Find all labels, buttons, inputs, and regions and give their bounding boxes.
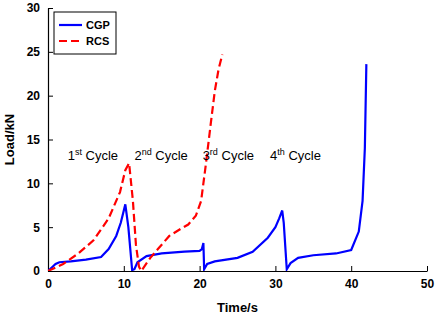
x-tick-mark xyxy=(275,266,276,271)
annotations: 1st Cycle 2nd Cycle 3rd Cycle 4th Cycle xyxy=(68,147,321,163)
legend-box xyxy=(54,12,116,54)
x-tick-mark xyxy=(124,266,125,271)
y-axis-title: Load/kN xyxy=(2,114,17,165)
series-line xyxy=(48,54,222,271)
x-tick-label: 0 xyxy=(45,277,52,291)
y-tick-mark xyxy=(48,140,53,141)
y-tick-label: 10 xyxy=(27,177,41,191)
y-tick-mark xyxy=(48,271,53,272)
legend: CGP RCS xyxy=(54,12,116,54)
x-tick-label: 50 xyxy=(421,277,435,291)
x-tick-label: 20 xyxy=(193,277,207,291)
legend-swatch xyxy=(59,40,82,42)
y-tick-label: 30 xyxy=(27,1,41,15)
x-tick: 30 xyxy=(269,266,283,291)
annotation: 3rd Cycle xyxy=(203,147,254,163)
y-tick-mark xyxy=(48,8,53,9)
x-tick-label: 10 xyxy=(118,277,132,291)
y-tick-label: 0 xyxy=(33,264,40,278)
annotation: 1st Cycle xyxy=(68,147,118,163)
x-axis-title: Time/s xyxy=(217,300,258,315)
x-tick: 40 xyxy=(345,266,359,291)
plot-area: 0 10 20 30 40 50 0 5 10 15 20 25 30 1st Cycle 2nd Cycl… xyxy=(27,1,435,290)
x-tick-label: 30 xyxy=(269,277,283,291)
y-tick: 25 xyxy=(27,45,53,59)
y-tick: 15 xyxy=(27,133,53,147)
x-tick: 10 xyxy=(118,266,132,291)
y-tick: 10 xyxy=(27,177,53,191)
y-tick: 20 xyxy=(27,89,53,103)
legend-label: RCS xyxy=(86,35,109,47)
x-axis-line xyxy=(49,271,428,272)
y-tick-mark xyxy=(48,96,53,97)
x-tick-mark xyxy=(427,266,428,271)
y-tick-label: 20 xyxy=(27,89,41,103)
legend-swatch xyxy=(59,24,82,26)
y-tick-label: 25 xyxy=(27,45,41,59)
x-tick-mark xyxy=(351,266,352,271)
series-group xyxy=(48,54,366,271)
y-tick-mark xyxy=(48,227,53,228)
y-tick: 5 xyxy=(33,221,53,235)
legend-label: CGP xyxy=(86,19,110,31)
series-line xyxy=(48,64,366,271)
y-tick-label: 15 xyxy=(27,133,41,147)
chart: 0 10 20 30 40 50 0 5 10 15 20 25 30 1st Cycle 2nd Cycl… xyxy=(0,0,439,326)
x-axis: 0 10 20 30 40 50 xyxy=(45,266,434,291)
y-tick-mark xyxy=(48,52,53,53)
annotation: 4th Cycle xyxy=(270,147,321,163)
y-tick-label: 5 xyxy=(33,221,40,235)
y-tick-mark xyxy=(48,183,53,184)
y-tick: 0 xyxy=(33,264,53,278)
x-tick-mark xyxy=(200,266,201,271)
y-axis: 0 5 10 15 20 25 30 xyxy=(27,1,53,278)
x-tick: 50 xyxy=(421,266,435,291)
annotation: 2nd Cycle xyxy=(134,147,187,163)
y-tick: 30 xyxy=(27,1,53,15)
x-tick-label: 40 xyxy=(345,277,359,291)
